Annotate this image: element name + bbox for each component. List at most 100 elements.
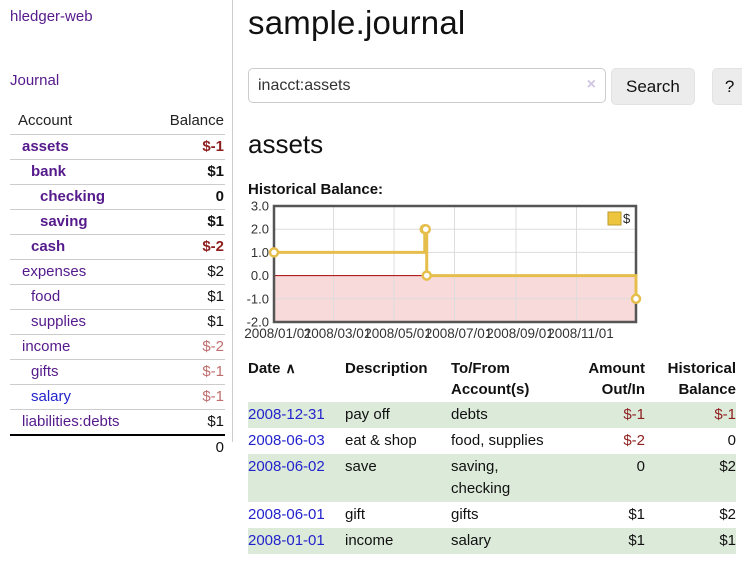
account-row: income $-2 <box>10 334 225 360</box>
transaction-accounts: gifts <box>451 506 479 523</box>
account-balance: $1 <box>152 209 225 235</box>
clear-search-icon[interactable]: × <box>586 76 596 93</box>
register-header-row: Date ∧ Description To/From Account(s) Amo… <box>248 356 736 402</box>
transaction-balance: $1 <box>719 532 736 549</box>
app-title-link[interactable]: hledger-web <box>10 8 93 25</box>
help-button[interactable]: ? <box>711 68 742 105</box>
historical-balance-chart: $3.0 2.0 1.0 0.0 -1.0 -2.0 2008/01/01 2008/03/0… <box>244 199 742 342</box>
transaction-accounts: saving, checking <box>451 458 511 497</box>
svg-text:0.0: 0.0 <box>251 268 269 283</box>
account-row: bank $1 <box>10 159 225 185</box>
svg-text:2008/05/01: 2008/05/01 <box>364 326 432 341</box>
account-link[interactable]: income <box>22 338 71 355</box>
transaction-balance: $2 <box>719 458 736 475</box>
transaction-accounts: salary <box>451 532 492 549</box>
description-column-header: Description <box>345 360 428 377</box>
svg-text:2008/09/01: 2008/09/01 <box>486 326 554 341</box>
account-balance: $-1 <box>152 359 225 385</box>
svg-text:-2.0: -2.0 <box>247 315 269 330</box>
search-input[interactable] <box>248 68 606 103</box>
transaction-amount: $-2 <box>623 432 645 449</box>
date-column-header[interactable]: Date ∧ <box>248 360 296 377</box>
account-balance: $-1 <box>152 384 225 410</box>
account-row: assets $-1 <box>10 134 225 160</box>
account-balance: $-2 <box>152 334 225 360</box>
transaction-date-link[interactable]: 2008-06-02 <box>248 458 325 475</box>
account-link[interactable]: assets <box>22 138 69 155</box>
transaction-description: income <box>345 532 394 549</box>
account-link[interactable]: liabilities:debts <box>22 413 120 430</box>
transaction-date-link[interactable]: 2008-01-01 <box>248 532 325 549</box>
transaction-amount: $-1 <box>623 406 645 423</box>
balance-column-header: Balance <box>169 112 224 129</box>
svg-text:2008/11/01: 2008/11/01 <box>547 326 614 341</box>
account-link[interactable]: bank <box>31 163 67 180</box>
sidebar-item-journal[interactable]: Journal <box>10 72 60 89</box>
account-row: gifts $-1 <box>10 359 225 385</box>
account-link[interactable]: cash <box>31 238 66 255</box>
transaction-description: eat & shop <box>345 432 417 449</box>
account-balance: $-2 <box>152 234 225 260</box>
svg-text:2.0: 2.0 <box>251 222 269 237</box>
account-row: salary $-1 <box>10 384 225 410</box>
account-balance: $1 <box>152 159 225 185</box>
page-title: sample.journal <box>248 4 466 41</box>
account-row: supplies $1 <box>10 309 225 335</box>
svg-text:2008/07/01: 2008/07/01 <box>425 326 493 341</box>
account-row: expenses $2 <box>10 259 225 285</box>
account-balance: $1 <box>152 284 225 310</box>
svg-text:$: $ <box>623 211 631 226</box>
svg-text:1.0: 1.0 <box>251 245 269 260</box>
chart-heading: Historical Balance: <box>248 181 384 198</box>
chart-svg: $3.0 2.0 1.0 0.0 -1.0 -2.02008/01/012008/03/0… <box>244 199 642 341</box>
search-bar: × Search ? <box>248 68 742 105</box>
account-row: liabilities:debts $1 <box>10 409 225 435</box>
account-link[interactable]: gifts <box>31 363 59 380</box>
account-balance: $-1 <box>152 134 225 160</box>
account-link[interactable]: expenses <box>22 263 87 280</box>
accounts-header-row: Account Balance <box>10 109 225 135</box>
account-heading: assets <box>248 129 324 159</box>
table-row: 2008-12-31 pay off debts $-1 $-1 <box>248 402 736 428</box>
transaction-date-link[interactable]: 2008-06-03 <box>248 432 325 449</box>
account-row: checking 0 <box>10 184 225 210</box>
amount-column-header: Amount Out/In <box>588 360 645 398</box>
table-row: 2008-06-01 gift gifts $1 $2 <box>248 502 736 528</box>
transaction-description: save <box>345 458 377 475</box>
sort-ascending-icon: ∧ <box>285 360 296 376</box>
account-balance: 0 <box>152 184 225 210</box>
search-button[interactable]: Search <box>611 68 695 105</box>
accounts-column-header: To/From Account(s) <box>451 360 530 398</box>
account-link[interactable]: salary <box>31 388 72 405</box>
account-row: saving $1 <box>10 209 225 235</box>
transaction-balance: 0 <box>727 432 736 449</box>
account-row: food $1 <box>10 284 225 310</box>
account-link[interactable]: food <box>31 288 61 305</box>
register-table: Date ∧ Description To/From Account(s) Amo… <box>248 356 736 554</box>
accounts-total-row: 0 <box>10 434 225 460</box>
transaction-amount: $1 <box>628 506 645 523</box>
transaction-amount: $1 <box>628 532 645 549</box>
account-link[interactable]: supplies <box>31 313 87 330</box>
account-link[interactable]: saving <box>40 213 88 230</box>
transaction-accounts: debts <box>451 406 488 423</box>
transaction-date-link[interactable]: 2008-06-01 <box>248 506 325 523</box>
main-content: sample.journal × Search ? assets Histori… <box>244 0 742 554</box>
transaction-balance: $2 <box>719 506 736 523</box>
table-row: 2008-06-03 eat & shop food, supplies $-2 0 <box>248 428 736 454</box>
transaction-description: gift <box>345 506 366 523</box>
accounts-table: Account Balance assets $-1 bank $1 checking 0… <box>10 109 225 460</box>
svg-text:3.0: 3.0 <box>251 199 269 214</box>
svg-text:2008/01/01: 2008/01/01 <box>244 326 312 341</box>
balance-column-header: Historical Balance <box>667 360 736 398</box>
transaction-amount: 0 <box>636 458 645 475</box>
account-balance: $2 <box>152 259 225 285</box>
table-row: 2008-06-02 save saving, checking 0 $2 <box>248 454 736 502</box>
account-link[interactable]: checking <box>40 188 106 205</box>
sidebar-divider <box>232 0 233 442</box>
transaction-date-link[interactable]: 2008-12-31 <box>248 406 325 423</box>
transaction-accounts: food, supplies <box>451 432 544 449</box>
transaction-description: pay off <box>345 406 390 423</box>
sidebar: hledger-web Journal Account Balance asse… <box>0 0 232 460</box>
